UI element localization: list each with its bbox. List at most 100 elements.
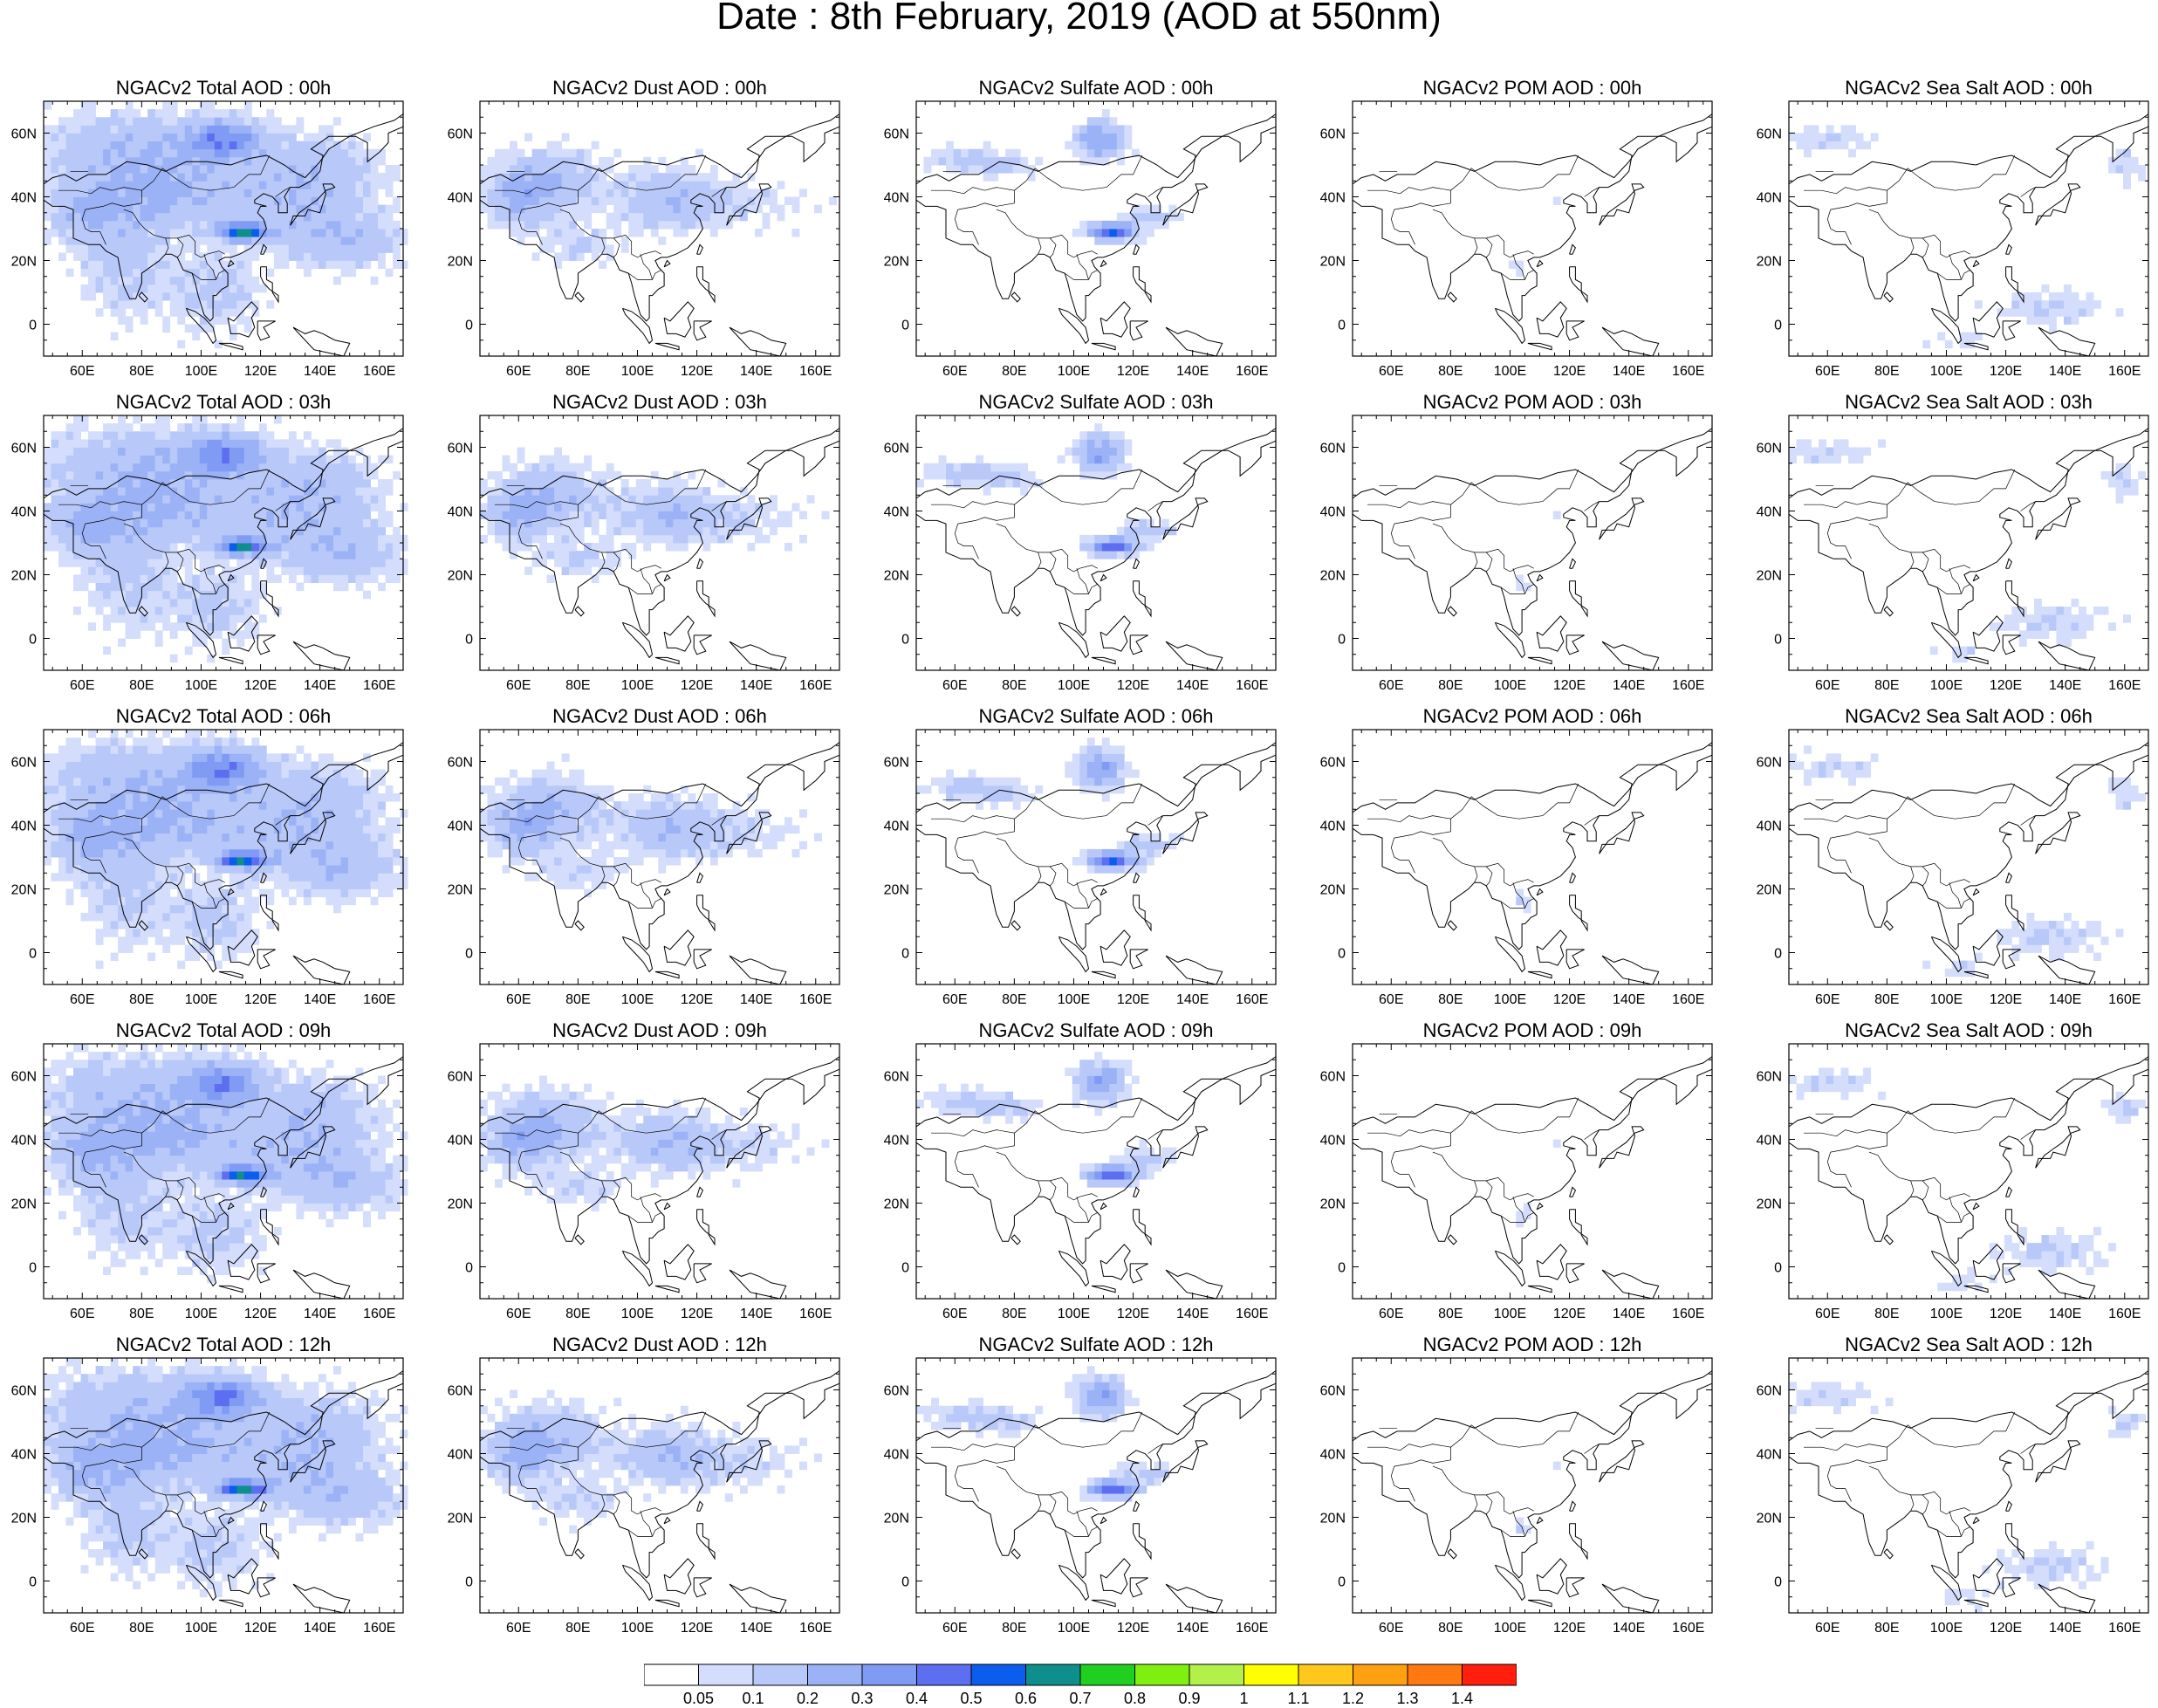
coastline (2005, 244, 2012, 255)
aod-cell (133, 212, 141, 222)
aod-cell (524, 487, 532, 496)
aod-cell (44, 173, 51, 182)
aod-cell (73, 518, 81, 528)
aod-cell (44, 479, 51, 488)
aod-cell (169, 189, 178, 197)
aod-cell (140, 614, 148, 623)
aod-cell (576, 229, 585, 237)
panel-title: NGACv2 Total AOD : 00h (115, 77, 332, 99)
aod-cell (385, 189, 394, 197)
aod-cell (177, 873, 186, 881)
aod-cell (243, 566, 252, 575)
aod-cell (554, 479, 563, 488)
aod-cell (777, 181, 785, 189)
aod-cell (88, 495, 96, 504)
aod-cell (133, 881, 141, 889)
aod-cell (192, 881, 201, 889)
coastline (726, 497, 772, 540)
aod-cell (177, 896, 186, 906)
aod-cell (325, 252, 334, 261)
coastline (1091, 342, 1116, 351)
aod-cell (88, 165, 96, 174)
aod-cell (169, 308, 178, 317)
aod-cell (2048, 292, 2057, 301)
aod-cell (103, 817, 112, 826)
aod-cell (584, 173, 593, 182)
aod-cell (236, 300, 245, 309)
aod-cell (110, 566, 119, 575)
aod-cell (791, 229, 800, 237)
aod-cell (125, 212, 134, 222)
lat-tick-label: 0 (901, 319, 909, 333)
aod-cell (1109, 455, 1118, 464)
aod-cell (251, 447, 260, 456)
aod-cell (2018, 614, 2027, 623)
aod-cell (154, 463, 163, 472)
aod-cell (281, 543, 290, 552)
aod-cell (348, 196, 356, 206)
aod-cell (192, 156, 201, 166)
aod-cell (214, 204, 223, 214)
aod-cell (318, 133, 326, 142)
aod-cell (199, 503, 208, 511)
aod-cell (103, 189, 112, 197)
country-border (165, 237, 169, 255)
lon-tick-label: 60E (1379, 364, 1403, 379)
aod-cell (140, 463, 148, 472)
aod-cell (695, 534, 703, 544)
aod-cell (370, 237, 379, 245)
aod-cell (599, 229, 607, 237)
aod-cell (1819, 133, 1826, 142)
aod-cell (44, 189, 51, 197)
aod-cell (65, 793, 74, 802)
aod-cell (177, 833, 186, 842)
aod-cell (222, 300, 230, 309)
aod-cell (296, 582, 305, 592)
aod-cell (88, 284, 96, 293)
aod-cell (251, 229, 260, 237)
aod-cell (229, 423, 237, 432)
aod-cell (2123, 463, 2131, 472)
aod-cell (222, 503, 230, 511)
aod-cell (103, 646, 112, 655)
aod-cell (177, 284, 186, 293)
aod-cell (591, 229, 599, 237)
aod-cell (2018, 300, 2027, 309)
aod-cell (561, 229, 570, 237)
aod-cell (576, 204, 585, 214)
aod-cell (569, 196, 578, 206)
aod-cell (539, 237, 548, 245)
aod-cell (162, 487, 171, 496)
aod-cell (266, 526, 275, 536)
aod-cell (606, 551, 614, 559)
coastline (1133, 244, 1140, 255)
aod-cell (510, 511, 517, 520)
aod-cell (236, 543, 245, 552)
aod-cell (554, 196, 563, 206)
aod-cell (125, 840, 134, 850)
aod-cell (95, 865, 104, 874)
aod-cell (348, 148, 356, 158)
country-border (931, 187, 1015, 210)
aod-cell (177, 447, 186, 456)
aod-cell (184, 165, 193, 174)
aod-cell (1094, 148, 1103, 158)
aod-cell (1139, 212, 1148, 222)
aod-cell (80, 252, 89, 261)
aod-cell (1035, 156, 1044, 166)
aod-cell (363, 196, 371, 206)
lon-tick-label: 120E (1990, 678, 2022, 693)
aod-cell (147, 582, 156, 592)
aod-cell (606, 220, 614, 230)
aod-cell (154, 487, 163, 496)
aod-cell (576, 479, 585, 488)
aod-cell (58, 173, 66, 182)
aod-cell (348, 173, 356, 182)
aod-cell (222, 260, 230, 270)
aod-cell (569, 244, 578, 253)
aod-cell (184, 817, 193, 826)
aod-cell (378, 479, 386, 488)
aod-cell (2048, 308, 2057, 317)
country-border (954, 523, 979, 559)
aod-cell (229, 534, 237, 544)
